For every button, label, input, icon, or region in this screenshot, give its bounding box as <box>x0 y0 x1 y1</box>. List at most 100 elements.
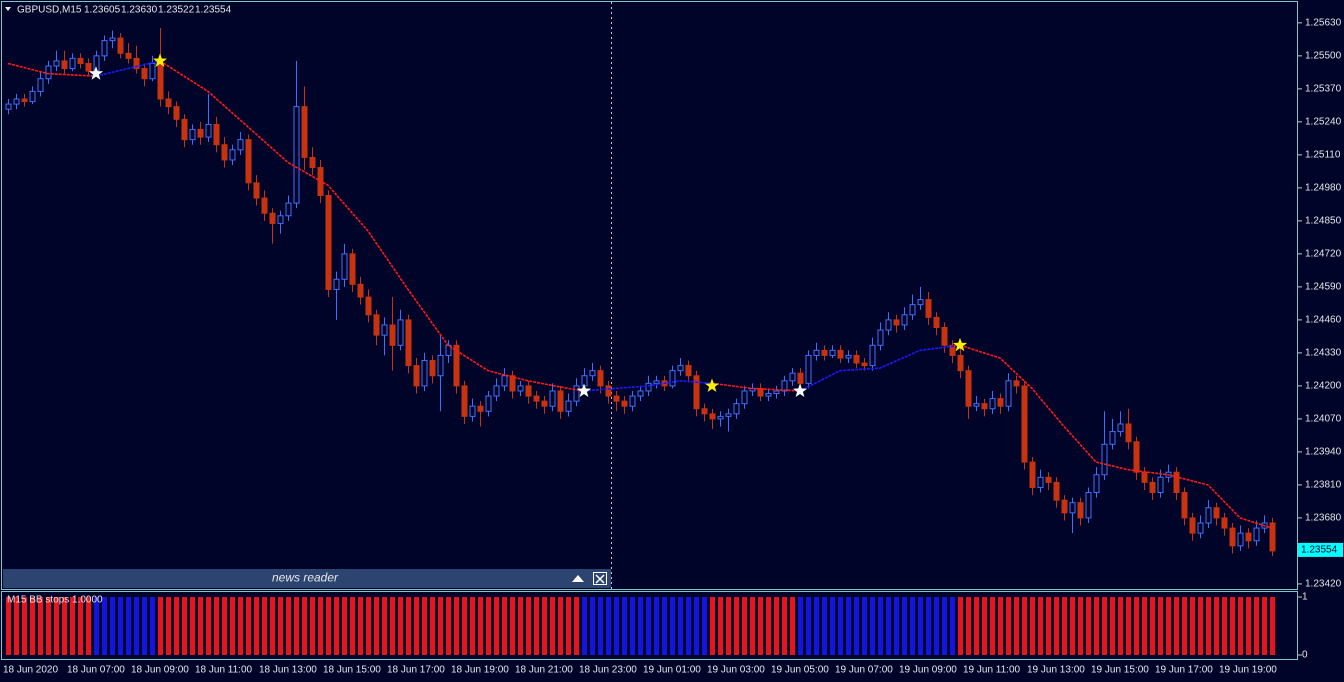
indicator-bar <box>278 597 283 655</box>
candle-body <box>1101 443 1108 476</box>
indicator-bar <box>518 597 523 655</box>
candle-body <box>221 144 228 161</box>
indicator-bar <box>390 597 395 655</box>
indicator-bar <box>1070 597 1075 655</box>
indicator-bar <box>974 597 979 655</box>
indicator-bar <box>1118 597 1123 655</box>
indicator-label: M15 BB stops 1.0000 <box>7 595 103 606</box>
candle-body <box>1045 476 1052 483</box>
news-reader-bar[interactable] <box>3 569 611 588</box>
indicator-bar <box>414 597 419 655</box>
indicator-bar <box>774 597 779 655</box>
candle-body <box>685 365 692 377</box>
candle-body <box>1021 385 1028 463</box>
moving-average <box>159 60 585 392</box>
signal-star <box>704 378 720 392</box>
candle-body <box>189 128 196 141</box>
candle-body <box>157 62 164 100</box>
indicator-bar <box>486 597 491 655</box>
candle-body <box>645 382 652 392</box>
indicator-bar <box>142 597 147 655</box>
indicator-bar <box>54 597 59 655</box>
moving-average <box>799 344 961 392</box>
candle-body <box>1205 507 1212 524</box>
indicator-bar <box>230 597 235 655</box>
candle-body <box>101 40 108 57</box>
candle-body <box>557 390 564 412</box>
indicator-bar <box>982 597 987 655</box>
candle-body <box>1181 492 1188 519</box>
indicator-bar <box>862 597 867 655</box>
indicator-bar <box>110 597 115 655</box>
indicator-bar <box>574 597 579 655</box>
signal-star <box>88 66 104 80</box>
candle-body <box>1253 527 1260 542</box>
indicator-bar <box>798 597 803 655</box>
y-tick-label: 1.24590 <box>1305 282 1342 293</box>
candle-body <box>109 37 116 42</box>
candle-body <box>181 118 188 141</box>
x-tick-label: 19 Jun 15:00 <box>1091 665 1149 676</box>
candle-body <box>549 390 556 407</box>
indicator-bar <box>46 597 51 655</box>
candle-body <box>885 319 892 331</box>
y-tick-label: 1.23940 <box>1305 447 1342 458</box>
indicator-bar <box>678 597 683 655</box>
candle-body <box>957 354 964 372</box>
x-tick-label: 19 Jun 09:00 <box>899 665 957 676</box>
x-tick-label: 18 Jun 21:00 <box>515 665 573 676</box>
collapse-button[interactable] <box>572 575 584 582</box>
candle-body <box>589 370 596 377</box>
indicator-bar <box>1182 597 1187 655</box>
candle-body <box>581 375 588 387</box>
y-tick-label: 1.25370 <box>1305 83 1342 94</box>
indicator-bar <box>878 597 883 655</box>
indicator-bar <box>718 597 723 655</box>
candle-body <box>477 405 484 412</box>
x-tick-label: 18 Jun 13:00 <box>259 665 317 676</box>
indicator-bar <box>366 597 371 655</box>
indicator-bar <box>1006 597 1011 655</box>
candle-body <box>133 57 140 70</box>
indicator-bar <box>998 597 1003 655</box>
candle-body <box>765 393 772 397</box>
candle-body <box>533 395 540 402</box>
indicator-bar <box>30 597 35 655</box>
candle-body <box>629 395 636 407</box>
moving-average <box>583 380 713 392</box>
indicator-bar <box>1022 597 1027 655</box>
candle-body <box>1037 476 1044 488</box>
indicator-bar <box>1158 597 1163 655</box>
menu-arrow[interactable] <box>5 7 11 11</box>
x-tick-label: 19 Jun 01:00 <box>643 665 701 676</box>
candle-body <box>61 60 68 70</box>
indicator-bar <box>926 597 931 655</box>
close-button[interactable] <box>593 572 607 585</box>
indicator-bar <box>206 597 211 655</box>
candle-body <box>1229 527 1236 547</box>
indicator-bar <box>782 597 787 655</box>
indicator-bar <box>758 597 763 655</box>
candle-body <box>341 253 348 280</box>
candle-body <box>1157 476 1164 494</box>
indicator-bar <box>326 597 331 655</box>
candle-body <box>1197 522 1204 534</box>
candle-body <box>869 344 876 367</box>
indicator-bar <box>86 597 91 655</box>
close-icon <box>595 574 605 584</box>
candle-body <box>653 380 660 384</box>
indicator-bar <box>1110 597 1115 655</box>
indicator-bar <box>790 597 795 655</box>
candle-body <box>1109 431 1116 445</box>
candle-body <box>893 319 900 326</box>
candle-body <box>365 296 372 316</box>
indicator-bar <box>494 597 499 655</box>
y-tick-label: 1 <box>1302 592 1308 603</box>
indicator-bar <box>102 597 107 655</box>
indicator-bar <box>662 597 667 655</box>
indicator-bar <box>918 597 923 655</box>
candle-body <box>197 128 204 138</box>
candle-body <box>517 385 524 392</box>
indicator-bar <box>358 597 363 655</box>
indicator-bar <box>214 597 219 655</box>
